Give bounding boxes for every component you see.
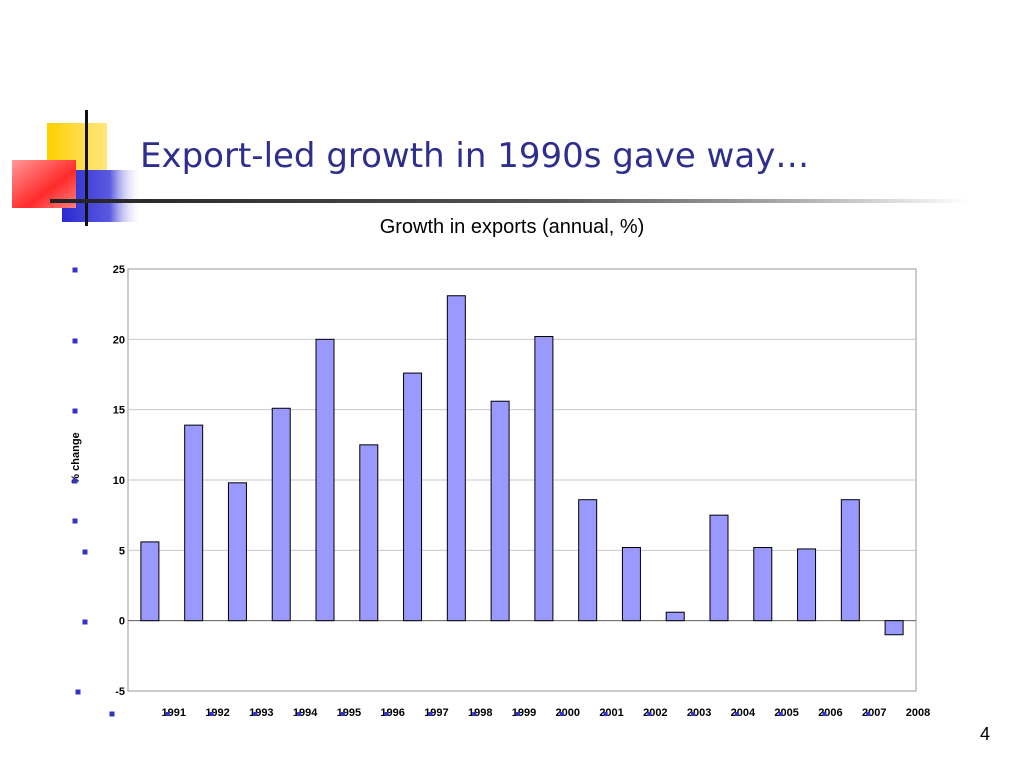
y-tick-label: 5 (119, 545, 125, 557)
bar-2003 (665, 611, 685, 622)
y-axis-label: % change (70, 432, 82, 483)
bar-1996 (359, 444, 379, 622)
chart-title: Growth in exports (annual, %) (379, 216, 645, 238)
bar-2002 (621, 547, 641, 622)
bar-2001 (578, 499, 598, 622)
x-tick-label: 1992 (205, 707, 229, 719)
bar-1995 (315, 338, 335, 622)
title-divider (50, 199, 970, 203)
title-decoration-graphic (12, 110, 142, 226)
slide-title: Export-led growth in 1990s gave way… (140, 136, 810, 176)
bar-1994 (271, 407, 291, 622)
bullet-marker (209, 712, 214, 716)
x-tick-label: 2003 (687, 707, 711, 719)
x-tick-label: 1995 (337, 707, 361, 719)
bullet-marker (297, 712, 302, 716)
y-tick-label: -5 (115, 686, 125, 698)
x-tick-label: 1997 (424, 707, 448, 719)
bullet-marker (72, 518, 78, 524)
x-tick-label: 1993 (249, 707, 273, 719)
bullet-marker (75, 689, 81, 695)
bullet-marker (72, 338, 78, 344)
bullet-marker (428, 712, 433, 716)
y-tick-label: 15 (113, 405, 125, 417)
bar-2006 (797, 548, 817, 622)
bullet-marker (734, 712, 739, 716)
bullet-marker (603, 712, 608, 716)
x-tick-label: 1999 (512, 707, 536, 719)
bar-1999 (490, 400, 510, 622)
slide-number: 4 (979, 724, 990, 744)
bullet-marker (384, 712, 389, 716)
bullet-marker (82, 619, 88, 625)
bullet-marker (82, 549, 88, 555)
y-tick-label: 10 (113, 475, 125, 487)
y-tick-label: 25 (113, 264, 125, 276)
bullet-marker (253, 712, 258, 716)
bar-2000 (534, 336, 554, 622)
bullet-marker (647, 712, 652, 716)
bar-2005 (753, 547, 773, 622)
x-tick-label: 1994 (293, 707, 318, 719)
bar-1997 (403, 372, 423, 622)
bullet-marker (340, 712, 345, 716)
x-tick-label: 2001 (599, 707, 623, 719)
x-tick-label: 2008 (906, 707, 930, 719)
x-tick-label: 2002 (643, 707, 667, 719)
y-tick-label: 20 (113, 334, 125, 346)
deco-vertical-line (85, 110, 88, 226)
bullet-marker (866, 712, 871, 716)
bar-2004 (709, 514, 729, 622)
x-tick-label: 1991 (162, 707, 186, 719)
bullet-marker (822, 712, 827, 716)
bullet-marker (109, 711, 115, 717)
x-tick-label: 2005 (774, 707, 798, 719)
bullet-marker (516, 712, 520, 716)
bar-1991 (140, 541, 160, 622)
bullet-marker (72, 267, 78, 273)
bar-1993 (227, 482, 247, 622)
x-tick-label: 2007 (862, 707, 886, 719)
x-tick-label: 1996 (380, 707, 404, 719)
x-tick-label: 2000 (556, 707, 580, 719)
bullet-marker (165, 712, 170, 716)
bullet-marker (72, 408, 78, 414)
bullet-marker (559, 712, 564, 716)
bar-2007 (840, 499, 860, 622)
x-tick-label: 2004 (731, 707, 756, 719)
y-tick-label: 0 (119, 616, 125, 628)
bar-2008 (884, 620, 904, 636)
bullet-marker (778, 712, 783, 716)
bar-1998 (446, 295, 466, 622)
bullet-marker (72, 478, 78, 484)
bar-1992 (184, 424, 204, 622)
x-tick-label: 1998 (468, 707, 492, 719)
bullet-marker (472, 712, 477, 716)
x-tick-label: 2006 (818, 707, 842, 719)
bullet-marker (691, 712, 696, 716)
